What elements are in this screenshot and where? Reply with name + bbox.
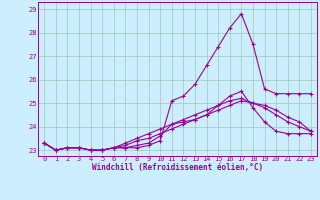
X-axis label: Windchill (Refroidissement éolien,°C): Windchill (Refroidissement éolien,°C) [92, 163, 263, 172]
